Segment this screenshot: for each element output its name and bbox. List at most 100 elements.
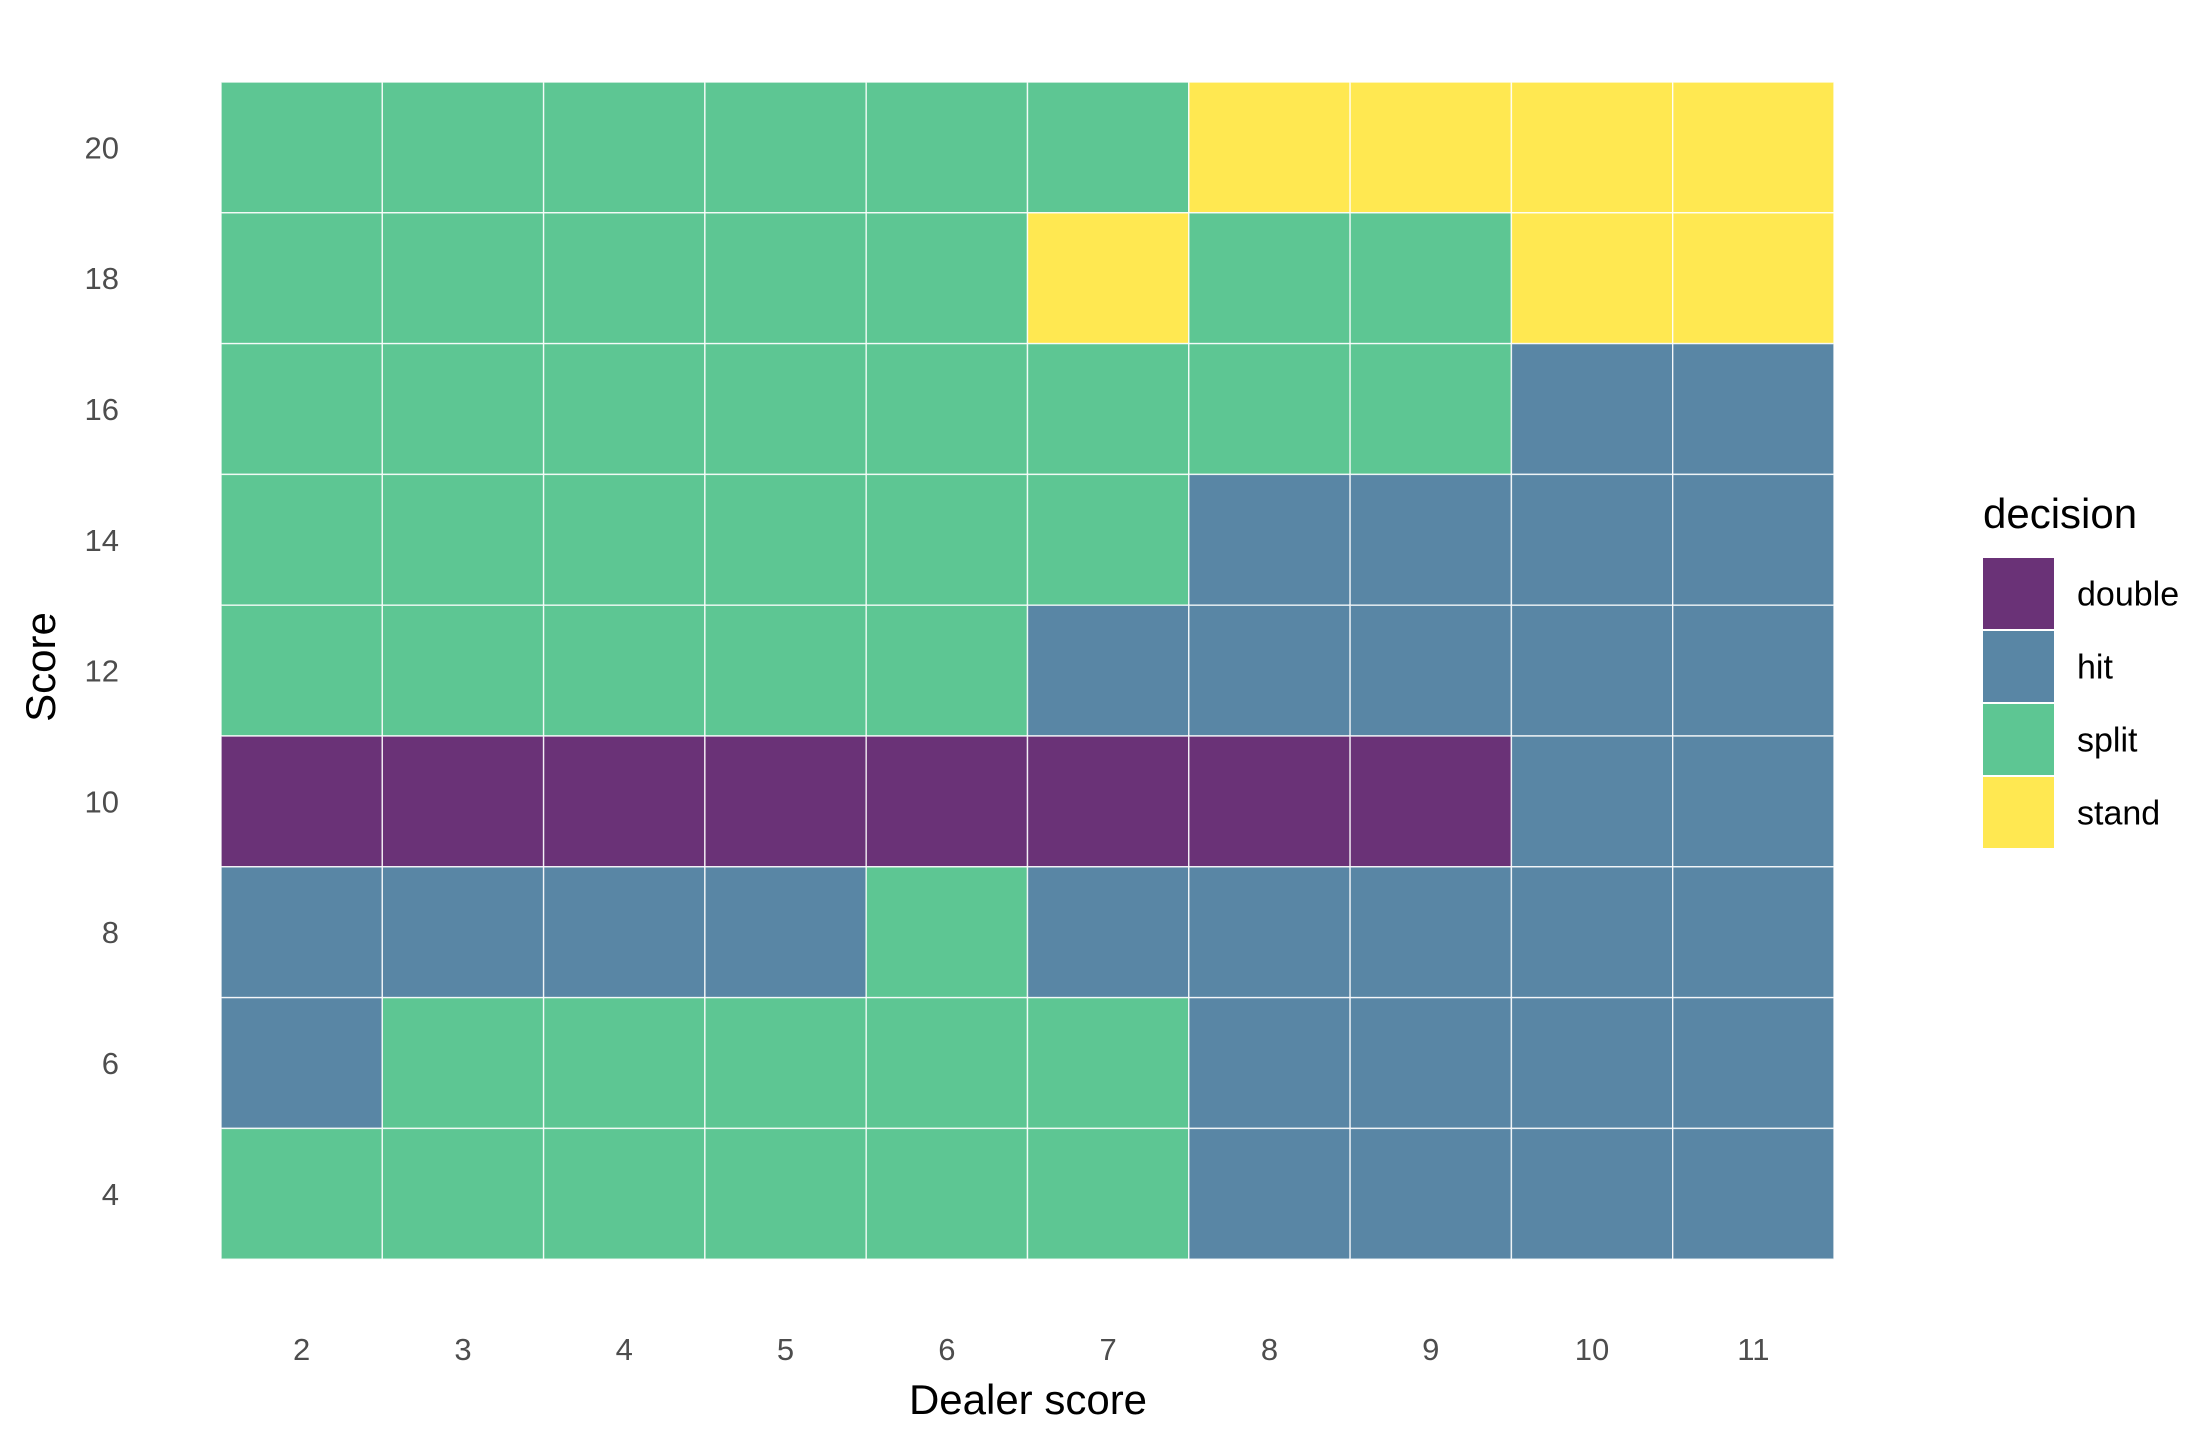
x-tick-label: 11 — [1737, 1332, 1769, 1367]
x-tick-label: 6 — [938, 1332, 955, 1367]
heatmap-cell-score-8-dealer-5 — [704, 866, 867, 999]
heatmap-cell-score-6-dealer-6 — [865, 996, 1029, 1130]
heatmap-cell-score-16-dealer-5 — [704, 342, 867, 476]
heatmap-cell-score-6-dealer-10 — [1510, 996, 1674, 1130]
heatmap-cell-score-16-dealer-8 — [1188, 342, 1351, 476]
heatmap-cell-score-6-dealer-2 — [220, 996, 384, 1130]
heatmap-cell-score-6-dealer-9 — [1349, 996, 1513, 1130]
x-tick-label: 4 — [616, 1332, 633, 1367]
y-axis-ticks: 20 18 16 14 12 10 8 6 4 — [85, 130, 119, 1211]
heatmap-cell-score-16-dealer-11 — [1671, 342, 1835, 476]
heatmap-cell-score-20-dealer-9 — [1349, 81, 1513, 214]
heatmap-cell-score-10-dealer-8 — [1188, 735, 1351, 868]
heatmap-cell-score-20-dealer-6 — [865, 81, 1029, 214]
heatmap-cell-score-20-dealer-3 — [381, 81, 545, 214]
heatmap-cell-score-10-dealer-2 — [220, 735, 384, 868]
heatmap-cell-score-10-dealer-5 — [704, 735, 867, 868]
heatmap-cell-score-6-dealer-5 — [704, 996, 867, 1130]
heatmap-cell-score-20-dealer-4 — [542, 81, 706, 214]
legend-key-split — [1983, 704, 2054, 775]
heatmap-cell-score-8-dealer-10 — [1510, 866, 1674, 999]
heatmap-cell-score-18-dealer-11 — [1671, 212, 1835, 345]
heatmap-cell-score-4-dealer-4 — [542, 1127, 706, 1260]
heatmap-cell-score-18-dealer-2 — [220, 212, 384, 345]
heatmap-cell-score-10-dealer-7 — [1026, 735, 1190, 868]
heatmap-cell-score-4-dealer-10 — [1510, 1127, 1674, 1260]
heatmap-cell-score-12-dealer-8 — [1188, 604, 1351, 737]
heatmap-cell-score-18-dealer-9 — [1349, 212, 1513, 345]
heatmap-cell-score-8-dealer-7 — [1026, 866, 1190, 999]
heatmap-cell-score-18-dealer-8 — [1188, 212, 1351, 345]
heatmap-cell-score-14-dealer-6 — [865, 473, 1029, 606]
legend-title: decision — [1983, 490, 2137, 537]
y-tick-label: 12 — [85, 654, 119, 689]
heatmap-cell-score-4-dealer-7 — [1026, 1127, 1190, 1260]
heatmap-cell-score-8-dealer-9 — [1349, 866, 1513, 999]
heatmap-cell-score-20-dealer-5 — [704, 81, 867, 214]
x-tick-label: 8 — [1261, 1332, 1278, 1367]
y-tick-label: 16 — [85, 392, 119, 427]
heatmap-cell-score-4-dealer-5 — [704, 1127, 867, 1260]
legend-label-stand: stand — [2077, 795, 2160, 833]
heatmap-cell-score-10-dealer-4 — [542, 735, 706, 868]
y-tick-label: 20 — [85, 130, 119, 165]
heatmap-cell-score-14-dealer-2 — [220, 473, 384, 606]
heatmap-cell-score-12-dealer-9 — [1349, 604, 1513, 737]
heatmap-cell-score-14-dealer-9 — [1349, 473, 1513, 606]
x-axis-title: Dealer score — [909, 1376, 1147, 1423]
heatmap-cell-score-12-dealer-11 — [1671, 604, 1835, 737]
heatmap-cell-score-10-dealer-3 — [381, 735, 545, 868]
heatmap-cell-score-6-dealer-8 — [1188, 996, 1351, 1130]
heatmap-cell-score-16-dealer-2 — [220, 342, 384, 476]
heatmap-cell-score-12-dealer-6 — [865, 604, 1029, 737]
heatmap-cell-score-20-dealer-11 — [1671, 81, 1835, 214]
heatmap-cell-score-18-dealer-6 — [865, 212, 1029, 345]
heatmap-cell-score-16-dealer-7 — [1026, 342, 1190, 476]
heatmap-cell-score-8-dealer-2 — [220, 866, 384, 999]
y-tick-label: 10 — [85, 784, 119, 819]
heatmap-cell-score-12-dealer-3 — [381, 604, 545, 737]
legend-label-split: split — [2077, 722, 2138, 760]
heatmap-cell-score-14-dealer-5 — [704, 473, 867, 606]
heatmap-cell-score-8-dealer-6 — [865, 866, 1029, 999]
y-tick-label: 14 — [85, 523, 119, 558]
heatmap-tiles — [220, 81, 1835, 1260]
heatmap-cell-score-20-dealer-10 — [1510, 81, 1674, 214]
x-tick-label: 5 — [777, 1332, 794, 1367]
heatmap-cell-score-10-dealer-11 — [1671, 735, 1835, 868]
heatmap-cell-score-8-dealer-3 — [381, 866, 545, 999]
heatmap-cell-score-4-dealer-3 — [381, 1127, 545, 1260]
heatmap-cell-score-18-dealer-4 — [542, 212, 706, 345]
heatmap-cell-score-4-dealer-9 — [1349, 1127, 1513, 1260]
heatmap-cell-score-14-dealer-4 — [542, 473, 706, 606]
heatmap-cell-score-4-dealer-8 — [1188, 1127, 1351, 1260]
legend: decision double hit split stand — [1983, 490, 2179, 848]
heatmap-cell-score-18-dealer-7 — [1026, 212, 1190, 345]
heatmap-cell-score-10-dealer-10 — [1510, 735, 1674, 868]
legend-label-double: double — [2077, 576, 2179, 614]
legend-key-double — [1983, 558, 2054, 629]
heatmap-cell-score-16-dealer-10 — [1510, 342, 1674, 476]
heatmap-cell-score-6-dealer-7 — [1026, 996, 1190, 1130]
y-axis-title: Score — [17, 612, 64, 722]
heatmap-cell-score-16-dealer-4 — [542, 342, 706, 476]
x-tick-label: 9 — [1422, 1332, 1439, 1367]
x-tick-label: 10 — [1575, 1332, 1609, 1367]
x-axis-ticks: 2 3 4 5 6 7 8 9 10 11 — [293, 1332, 1769, 1367]
heatmap-cell-score-14-dealer-11 — [1671, 473, 1835, 606]
heatmap-cell-score-12-dealer-2 — [220, 604, 384, 737]
heatmap-cell-score-4-dealer-11 — [1671, 1127, 1835, 1260]
heatmap-cell-score-12-dealer-5 — [704, 604, 867, 737]
legend-label-hit: hit — [2077, 649, 2113, 687]
heatmap-cell-score-4-dealer-6 — [865, 1127, 1029, 1260]
heatmap-cell-score-8-dealer-11 — [1671, 866, 1835, 999]
heatmap-cell-score-16-dealer-9 — [1349, 342, 1513, 476]
heatmap-cell-score-14-dealer-8 — [1188, 473, 1351, 606]
heatmap-cell-score-20-dealer-2 — [220, 81, 384, 214]
heatmap-cell-score-20-dealer-7 — [1026, 81, 1190, 214]
heatmap-cell-score-20-dealer-8 — [1188, 81, 1351, 214]
heatmap-cell-score-16-dealer-6 — [865, 342, 1029, 476]
heatmap-cell-score-12-dealer-7 — [1026, 604, 1190, 737]
heatmap-cell-score-10-dealer-6 — [865, 735, 1029, 868]
